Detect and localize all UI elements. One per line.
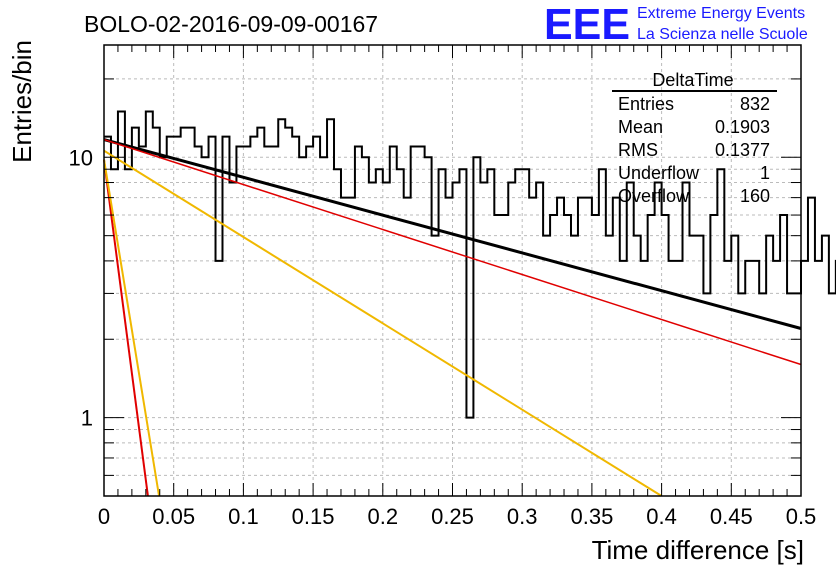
stats-value: 832 — [740, 94, 770, 114]
logo-mark: EEE — [544, 0, 630, 49]
x-tick-label: 0.3 — [507, 504, 538, 529]
x-tick-label: 0.4 — [646, 504, 677, 529]
fit-line — [103, 138, 802, 330]
x-tick-label: 0.05 — [152, 504, 195, 529]
logo-line-1: Extreme Energy Events — [637, 5, 805, 22]
x-tick-label: 0.35 — [570, 504, 613, 529]
x-tick-label: 0 — [98, 504, 110, 529]
stats-label: Overflow — [618, 186, 690, 206]
stats-value: 160 — [740, 186, 770, 206]
x-tick-label: 0.15 — [292, 504, 335, 529]
stats-label: RMS — [618, 140, 658, 160]
stats-label: Entries — [618, 94, 674, 114]
fit-line — [103, 138, 802, 366]
fit-line — [103, 149, 663, 497]
x-tick-label: 0.2 — [368, 504, 399, 529]
stats-value: 0.1903 — [715, 117, 770, 137]
x-tick-label: 0.45 — [710, 504, 753, 529]
x-tick-label: 0.5 — [786, 504, 817, 529]
eee-logo: EEE Extreme Energy Events La Scienza nel… — [544, 0, 808, 49]
stats-value: 1 — [760, 163, 770, 183]
y-tick-label: 1 — [81, 406, 93, 431]
fit-lines — [103, 138, 802, 497]
stats-label: Underflow — [618, 163, 700, 183]
logo-line-2: La Scienza nelle Scuole — [637, 26, 808, 43]
stats-label: Mean — [618, 117, 663, 137]
y-tick-labels: 1 10 — [69, 145, 93, 430]
chart-title: BOLO-02-2016-09-09-00167 — [84, 11, 378, 37]
stats-value: 0.1377 — [715, 140, 770, 160]
stats-rows: Entries 832 Mean 0.1903 RMS 0.1377 Underflow 1 O… — [618, 94, 770, 206]
y-axis-title: Entries/bin — [7, 40, 37, 163]
stats-name: DeltaTime — [652, 70, 733, 90]
histogram — [104, 110, 836, 419]
x-tick-label: 0.1 — [228, 504, 259, 529]
stats-box: DeltaTime Entries 832 Mean 0.1903 RMS 0.1377 U… — [612, 70, 777, 206]
x-tick-labels: 0 0.05 0.1 0.15 0.2 0.25 0.3 0.35 0.4 0.45 0.5 — [98, 504, 816, 529]
grid — [104, 45, 801, 497]
fit-line — [103, 159, 149, 497]
fit-line — [103, 159, 161, 497]
axis-ticks — [103, 45, 802, 497]
x-tick-label: 0.25 — [431, 504, 474, 529]
y-tick-label: 10 — [69, 145, 93, 170]
x-axis-title: Time difference [s] — [592, 535, 804, 565]
histogram-outline — [104, 110, 836, 419]
